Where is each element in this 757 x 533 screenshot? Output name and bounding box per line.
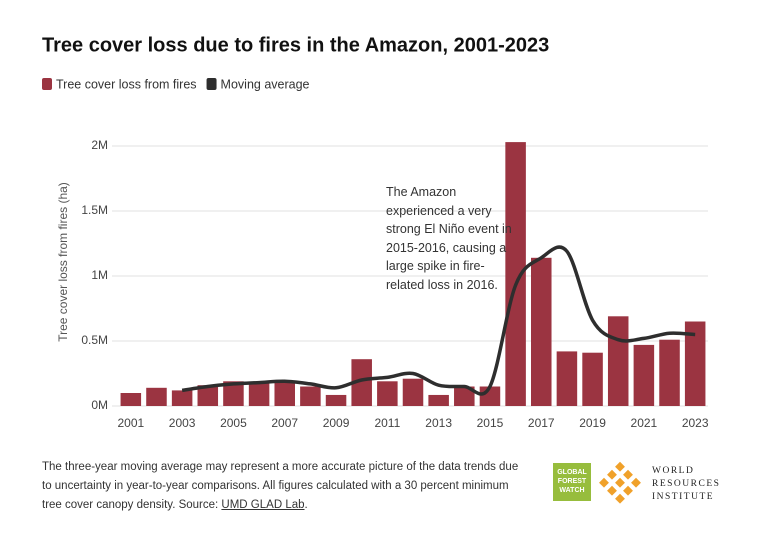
footnote: The three-year moving average may repres… (42, 458, 522, 515)
y-tick-label: 0.5M (81, 333, 108, 347)
bar (454, 386, 475, 406)
bar (197, 385, 219, 406)
x-tick-label: 2023 (682, 416, 709, 430)
bar (248, 382, 270, 406)
bar (556, 351, 578, 406)
logo-text: WORLD (652, 466, 695, 476)
y-tick-label: 0M (91, 398, 108, 412)
footnote-text: The three-year moving average may repres… (42, 461, 519, 511)
x-tick-label: 2015 (477, 416, 504, 430)
legend-label: Tree cover loss from fires (56, 77, 197, 91)
annotation: The Amazon experienced a very strong El … (386, 185, 512, 292)
logo-text: GLOBAL (557, 469, 587, 476)
bar (428, 394, 449, 406)
bar (300, 386, 321, 406)
wri-icon (599, 461, 641, 504)
x-tick-label: 2003 (169, 416, 196, 430)
bar (607, 316, 629, 406)
bar (659, 339, 680, 406)
logo-text: WATCH (559, 487, 585, 494)
x-tick-label: 2021 (631, 416, 658, 430)
bar (531, 257, 552, 406)
bar (146, 387, 167, 406)
bar (274, 382, 295, 406)
x-tick-label: 2017 (528, 416, 555, 430)
bar (633, 344, 655, 406)
legend-label: Moving average (221, 77, 310, 91)
legend-swatch (42, 78, 52, 90)
wri-logo: WORLD RESOURCES INSTITUTE (652, 465, 720, 504)
legend-swatch (206, 78, 217, 90)
logo-text: FOREST (557, 478, 587, 485)
moving-average-line (181, 245, 696, 396)
bar (325, 394, 347, 406)
source-link[interactable]: UMD GLAD Lab (221, 499, 305, 511)
y-tick-label: 1.5M (81, 203, 108, 217)
bar (402, 378, 424, 406)
x-tick-label: 2005 (220, 416, 247, 430)
bar (120, 393, 142, 406)
bar (582, 352, 603, 406)
y-axis-label: Tree cover loss from fires (ha) (56, 182, 70, 342)
x-tick-label: 2009 (323, 416, 350, 430)
bar (223, 381, 244, 406)
bar (377, 381, 398, 406)
bar (684, 321, 706, 406)
x-tick-label: 2001 (117, 416, 144, 430)
y-tick-label: 1M (91, 268, 108, 282)
bar (171, 390, 193, 406)
chart-title: Tree cover loss due to fires in the Amaz… (42, 34, 549, 56)
logo-text: RESOURCES (652, 479, 721, 489)
x-tick-label: 2011 (374, 416, 400, 430)
y-tick-label: 2M (91, 138, 108, 152)
logo-text: INSTITUTE (652, 492, 715, 502)
gfw-logo: GLOBAL FOREST WATCH (553, 463, 591, 501)
footnote-end: . (304, 499, 308, 511)
x-tick-label: 2013 (425, 416, 452, 430)
x-tick-label: 2007 (271, 416, 298, 430)
bar (505, 142, 526, 406)
x-tick-label: 2019 (579, 416, 606, 430)
bar (351, 359, 372, 406)
